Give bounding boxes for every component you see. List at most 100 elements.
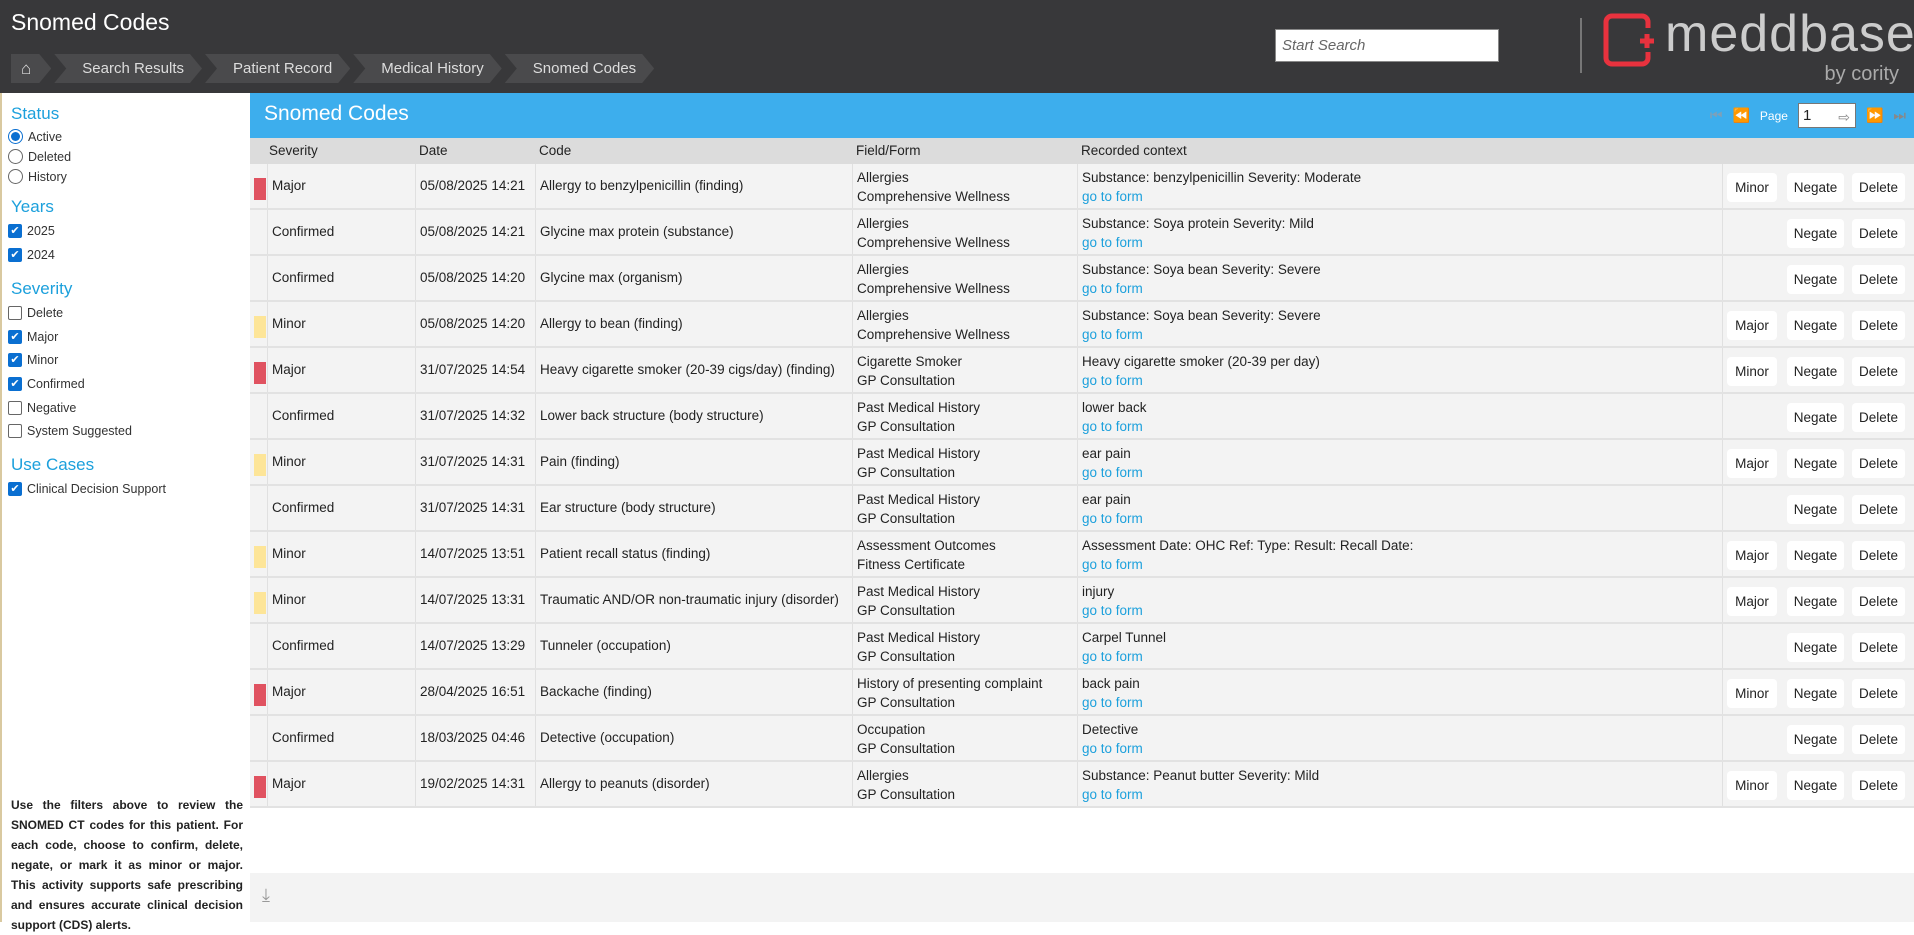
- col-severity[interactable]: Severity: [269, 143, 318, 158]
- go-to-form-link[interactable]: go to form: [1082, 419, 1143, 434]
- negate-button[interactable]: Negate: [1787, 495, 1844, 524]
- minor-button[interactable]: Minor: [1727, 173, 1777, 202]
- negate-button[interactable]: Negate: [1787, 265, 1844, 294]
- code-cell: Allergy to bean (finding): [536, 302, 853, 346]
- breadcrumb-home[interactable]: ⌂: [11, 54, 51, 83]
- search-input[interactable]: [1275, 29, 1499, 62]
- go-to-form-link[interactable]: go to form: [1082, 281, 1143, 296]
- go-to-form-link[interactable]: go to form: [1082, 373, 1143, 388]
- negate-button[interactable]: Negate: [1787, 357, 1844, 386]
- severity-system-suggested-checkbox[interactable]: System Suggested: [8, 424, 132, 438]
- major-button[interactable]: Major: [1727, 311, 1777, 340]
- breadcrumb-medical-history[interactable]: Medical History: [353, 54, 502, 83]
- delete-button[interactable]: Delete: [1852, 495, 1905, 524]
- year-2025-checkbox[interactable]: ✔ 2025: [8, 224, 55, 238]
- radio-icon: [8, 129, 23, 144]
- go-to-form-link[interactable]: go to form: [1082, 603, 1143, 618]
- delete-button[interactable]: Delete: [1852, 403, 1905, 432]
- next-page-icon[interactable]: ⏩: [1865, 107, 1884, 123]
- breadcrumb-search-results[interactable]: Search Results: [54, 54, 202, 83]
- go-to-page-icon[interactable]: ⇨: [1838, 109, 1850, 125]
- severity-minor-checkbox[interactable]: ✔ Minor: [8, 353, 58, 367]
- use-case-cds-checkbox[interactable]: ✔ Clinical Decision Support: [8, 482, 166, 496]
- negate-button[interactable]: Negate: [1787, 403, 1844, 432]
- form-name: Fitness Certificate: [857, 557, 966, 572]
- context-cell: ear pain go to form: [1078, 486, 1723, 530]
- delete-button[interactable]: Delete: [1852, 357, 1905, 386]
- delete-button[interactable]: Delete: [1852, 449, 1905, 478]
- severity-delete-checkbox[interactable]: Delete: [8, 306, 63, 320]
- delete-button[interactable]: Delete: [1852, 725, 1905, 754]
- meddbase-logo: meddbase by cority: [1602, 8, 1914, 88]
- go-to-form-link[interactable]: go to form: [1082, 787, 1143, 802]
- major-button[interactable]: Major: [1727, 449, 1777, 478]
- year-2024-checkbox[interactable]: ✔ 2024: [8, 248, 55, 262]
- filter-sidebar: Status Active Deleted History Years ✔ 202…: [0, 93, 250, 932]
- delete-button[interactable]: Delete: [1852, 173, 1905, 202]
- go-to-form-link[interactable]: go to form: [1082, 189, 1143, 204]
- severity-major-checkbox[interactable]: ✔ Major: [8, 330, 58, 344]
- negate-button[interactable]: Negate: [1787, 633, 1844, 662]
- delete-button[interactable]: Delete: [1852, 771, 1905, 800]
- code-cell: Allergy to benzylpenicillin (finding): [536, 164, 853, 208]
- status-active-radio[interactable]: Active: [8, 129, 62, 144]
- context-cell: lower back go to form: [1078, 394, 1723, 438]
- minor-button[interactable]: Minor: [1727, 357, 1777, 386]
- delete-button[interactable]: Delete: [1852, 541, 1905, 570]
- delete-button[interactable]: Delete: [1852, 311, 1905, 340]
- minor-button[interactable]: Minor: [1727, 771, 1777, 800]
- delete-button[interactable]: Delete: [1852, 679, 1905, 708]
- form-name: GP Consultation: [857, 695, 956, 710]
- status-deleted-radio[interactable]: Deleted: [8, 149, 71, 164]
- table-row: Minor 05/08/2025 14:20 Allergy to bean (…: [250, 302, 1914, 348]
- breadcrumb-snomed-codes[interactable]: Snomed Codes: [505, 54, 654, 83]
- major-button[interactable]: Major: [1727, 541, 1777, 570]
- go-to-form-link[interactable]: go to form: [1082, 511, 1143, 526]
- severity-color-strip: [254, 454, 266, 476]
- severity-confirmed-checkbox[interactable]: ✔ Confirmed: [8, 377, 85, 391]
- severity-negative-checkbox[interactable]: Negative: [8, 401, 76, 415]
- checkbox-icon: [8, 306, 22, 320]
- form-name: Comprehensive Wellness: [857, 327, 1010, 342]
- date-cell: 31/07/2025 14:54: [416, 348, 536, 392]
- page-input[interactable]: 1 ⇨: [1797, 103, 1856, 128]
- negate-button[interactable]: Negate: [1787, 311, 1844, 340]
- logo-by-text: by cority: [1824, 63, 1899, 85]
- col-date[interactable]: Date: [419, 143, 448, 158]
- go-to-form-link[interactable]: go to form: [1082, 695, 1143, 710]
- negate-button[interactable]: Negate: [1787, 449, 1844, 478]
- severity-cell: Major: [268, 762, 416, 806]
- go-to-form-link[interactable]: go to form: [1082, 235, 1143, 250]
- negate-button[interactable]: Negate: [1787, 679, 1844, 708]
- negate-button[interactable]: Negate: [1787, 725, 1844, 754]
- major-button[interactable]: Major: [1727, 587, 1777, 616]
- go-to-form-link[interactable]: go to form: [1082, 649, 1143, 664]
- prev-page-icon[interactable]: ⏪: [1732, 107, 1750, 123]
- status-history-radio[interactable]: History: [8, 169, 67, 184]
- last-page-icon[interactable]: ⏭: [1893, 107, 1906, 123]
- download-icon[interactable]: ⤓: [262, 885, 270, 905]
- table-row: Major 28/04/2025 16:51 Backache (finding…: [250, 670, 1914, 716]
- first-page-icon[interactable]: ⏮: [1709, 107, 1723, 123]
- negate-button[interactable]: Negate: [1787, 541, 1844, 570]
- negate-button[interactable]: Negate: [1787, 219, 1844, 248]
- minor-button[interactable]: Minor: [1727, 679, 1777, 708]
- col-field-form[interactable]: Field/Form: [856, 143, 921, 158]
- delete-button[interactable]: Delete: [1852, 219, 1905, 248]
- go-to-form-link[interactable]: go to form: [1082, 465, 1143, 480]
- go-to-form-link[interactable]: go to form: [1082, 327, 1143, 342]
- go-to-form-link[interactable]: go to form: [1082, 741, 1143, 756]
- date-cell: 14/07/2025 13:31: [416, 578, 536, 622]
- delete-button[interactable]: Delete: [1852, 587, 1905, 616]
- pager: ⏮ ⏪ Page 1 ⇨ ⏩ ⏭: [1710, 103, 1906, 128]
- delete-button[interactable]: Delete: [1852, 265, 1905, 294]
- breadcrumb-patient-record[interactable]: Patient Record: [205, 54, 350, 83]
- col-code[interactable]: Code: [539, 143, 572, 158]
- date-cell: 19/02/2025 14:31: [416, 762, 536, 806]
- negate-button[interactable]: Negate: [1787, 587, 1844, 616]
- delete-button[interactable]: Delete: [1852, 633, 1905, 662]
- negate-button[interactable]: Negate: [1787, 173, 1844, 202]
- go-to-form-link[interactable]: go to form: [1082, 557, 1143, 572]
- col-recorded-context[interactable]: Recorded context: [1081, 143, 1187, 158]
- negate-button[interactable]: Negate: [1787, 771, 1844, 800]
